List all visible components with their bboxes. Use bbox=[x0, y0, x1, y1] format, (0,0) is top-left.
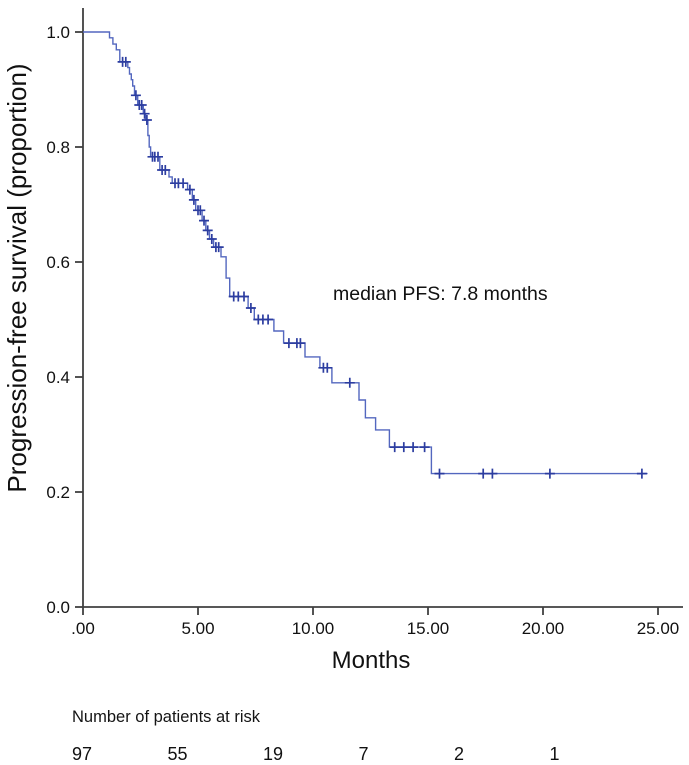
x-tick-label: 5.00 bbox=[181, 619, 214, 638]
at-risk-count: 7 bbox=[359, 744, 369, 764]
y-tick-label: 0.4 bbox=[46, 368, 70, 387]
x-tick-label: 20.00 bbox=[522, 619, 565, 638]
axes bbox=[82, 8, 683, 608]
y-tick-marks bbox=[75, 31, 83, 608]
median-pfs-annotation: median PFS: 7.8 months bbox=[333, 283, 548, 305]
x-tick-label: 15.00 bbox=[407, 619, 450, 638]
x-tick-labels: .00 5.00 10.00 15.00 20.00 25.00 bbox=[71, 619, 679, 638]
y-tick-label: 0.6 bbox=[46, 253, 70, 272]
x-tick-marks bbox=[82, 607, 659, 615]
y-axis-title: Progression-free survival (proportion) bbox=[2, 63, 32, 492]
at-risk-count: 1 bbox=[550, 744, 560, 764]
y-tick-labels: 1.0 0.8 0.6 0.4 0.2 0.0 bbox=[46, 23, 70, 617]
y-tick-label: 0.0 bbox=[46, 598, 70, 617]
at-risk-table: Number of patients at risk 97 55 19 7 2 … bbox=[72, 708, 560, 764]
at-risk-count: 97 bbox=[72, 744, 92, 764]
at-risk-count: 55 bbox=[168, 744, 188, 764]
y-tick-label: 0.8 bbox=[46, 138, 70, 157]
at-risk-count: 19 bbox=[263, 744, 283, 764]
km-censor-marks bbox=[117, 56, 647, 479]
x-tick-label: .00 bbox=[71, 619, 95, 638]
at-risk-count: 2 bbox=[454, 744, 464, 764]
x-axis-title: Months bbox=[332, 647, 411, 674]
y-tick-label: 0.2 bbox=[46, 483, 70, 502]
km-curve bbox=[83, 31, 648, 475]
at-risk-header: Number of patients at risk bbox=[72, 708, 261, 726]
x-tick-label: 25.00 bbox=[637, 619, 680, 638]
y-tick-label: 1.0 bbox=[46, 23, 70, 42]
x-tick-label: 10.00 bbox=[292, 619, 335, 638]
